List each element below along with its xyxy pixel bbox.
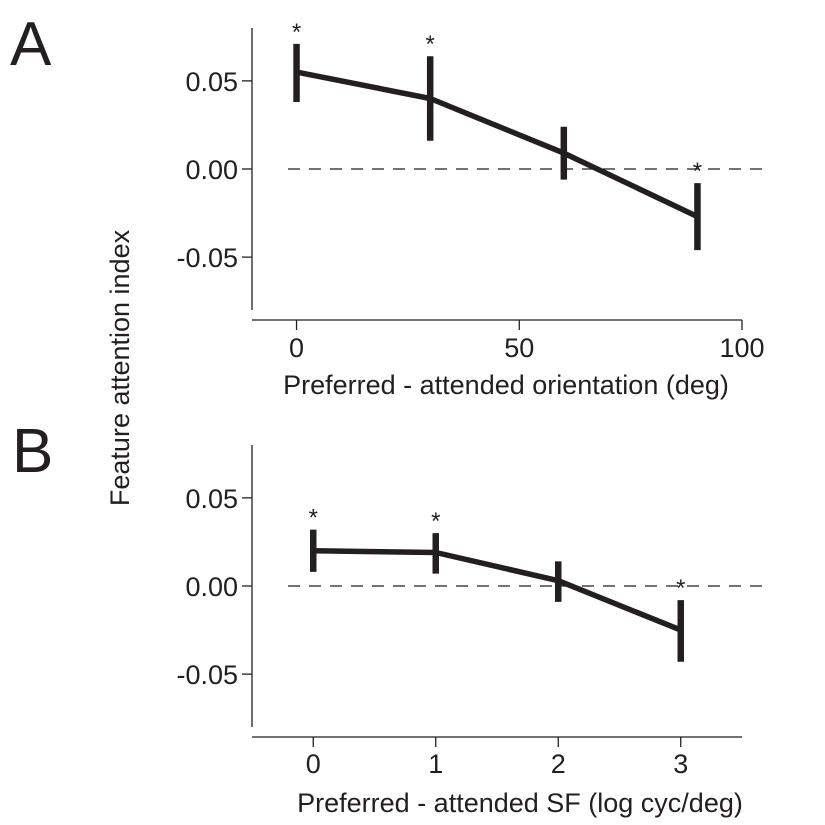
panel-b-significance-marker: * — [431, 508, 440, 535]
panel-b-y-tick-label: 0.05 — [185, 484, 238, 514]
panel-a-x-tick-label: 100 — [719, 333, 764, 363]
panel-b-y-tick-label: -0.05 — [176, 660, 238, 690]
panel-b-series-line — [313, 548, 682, 633]
panel-b-significance-marker: * — [309, 505, 318, 532]
panel-a-significance-marker: * — [693, 158, 702, 185]
panel-a-y-tick-label: -0.05 — [176, 243, 238, 273]
panel-a-x-tick-label: 50 — [504, 333, 534, 363]
panel-a-chart: 0.05 0.00 -0.05 0 50 100 * * * — [176, 19, 768, 363]
panel-a-letter: A — [10, 10, 52, 79]
panel-b-x-tick-label: 2 — [551, 749, 566, 779]
panel-a-y-tick-label: 0.00 — [185, 155, 238, 185]
panel-b-x-tick-label: 1 — [428, 749, 443, 779]
panel-a-significance-marker: * — [426, 31, 435, 58]
y-axis-label: Feature attention index — [105, 229, 135, 506]
panel-a-significance-marker: * — [292, 19, 301, 46]
panel-b-chart: 0.05 0.00 -0.05 0 1 2 3 * * * — [176, 445, 768, 779]
panel-b-y-tick-label: 0.00 — [185, 572, 238, 602]
panel-b-x-tick-label: 0 — [306, 749, 321, 779]
panel-a-x-tick-label: 0 — [289, 333, 304, 363]
panel-a-series-line — [295, 69, 699, 220]
panel-b-x-tick-label: 3 — [673, 749, 688, 779]
panel-b-significance-marker: * — [676, 575, 685, 602]
panel-a-x-axis-label: Preferred - attended orientation (deg) — [283, 370, 729, 400]
panel-a-y-tick-label: 0.05 — [185, 67, 238, 97]
panel-b-x-axis-label: Preferred - attended SF (log cyc/deg) — [297, 788, 743, 818]
panel-b-letter: B — [12, 417, 53, 486]
